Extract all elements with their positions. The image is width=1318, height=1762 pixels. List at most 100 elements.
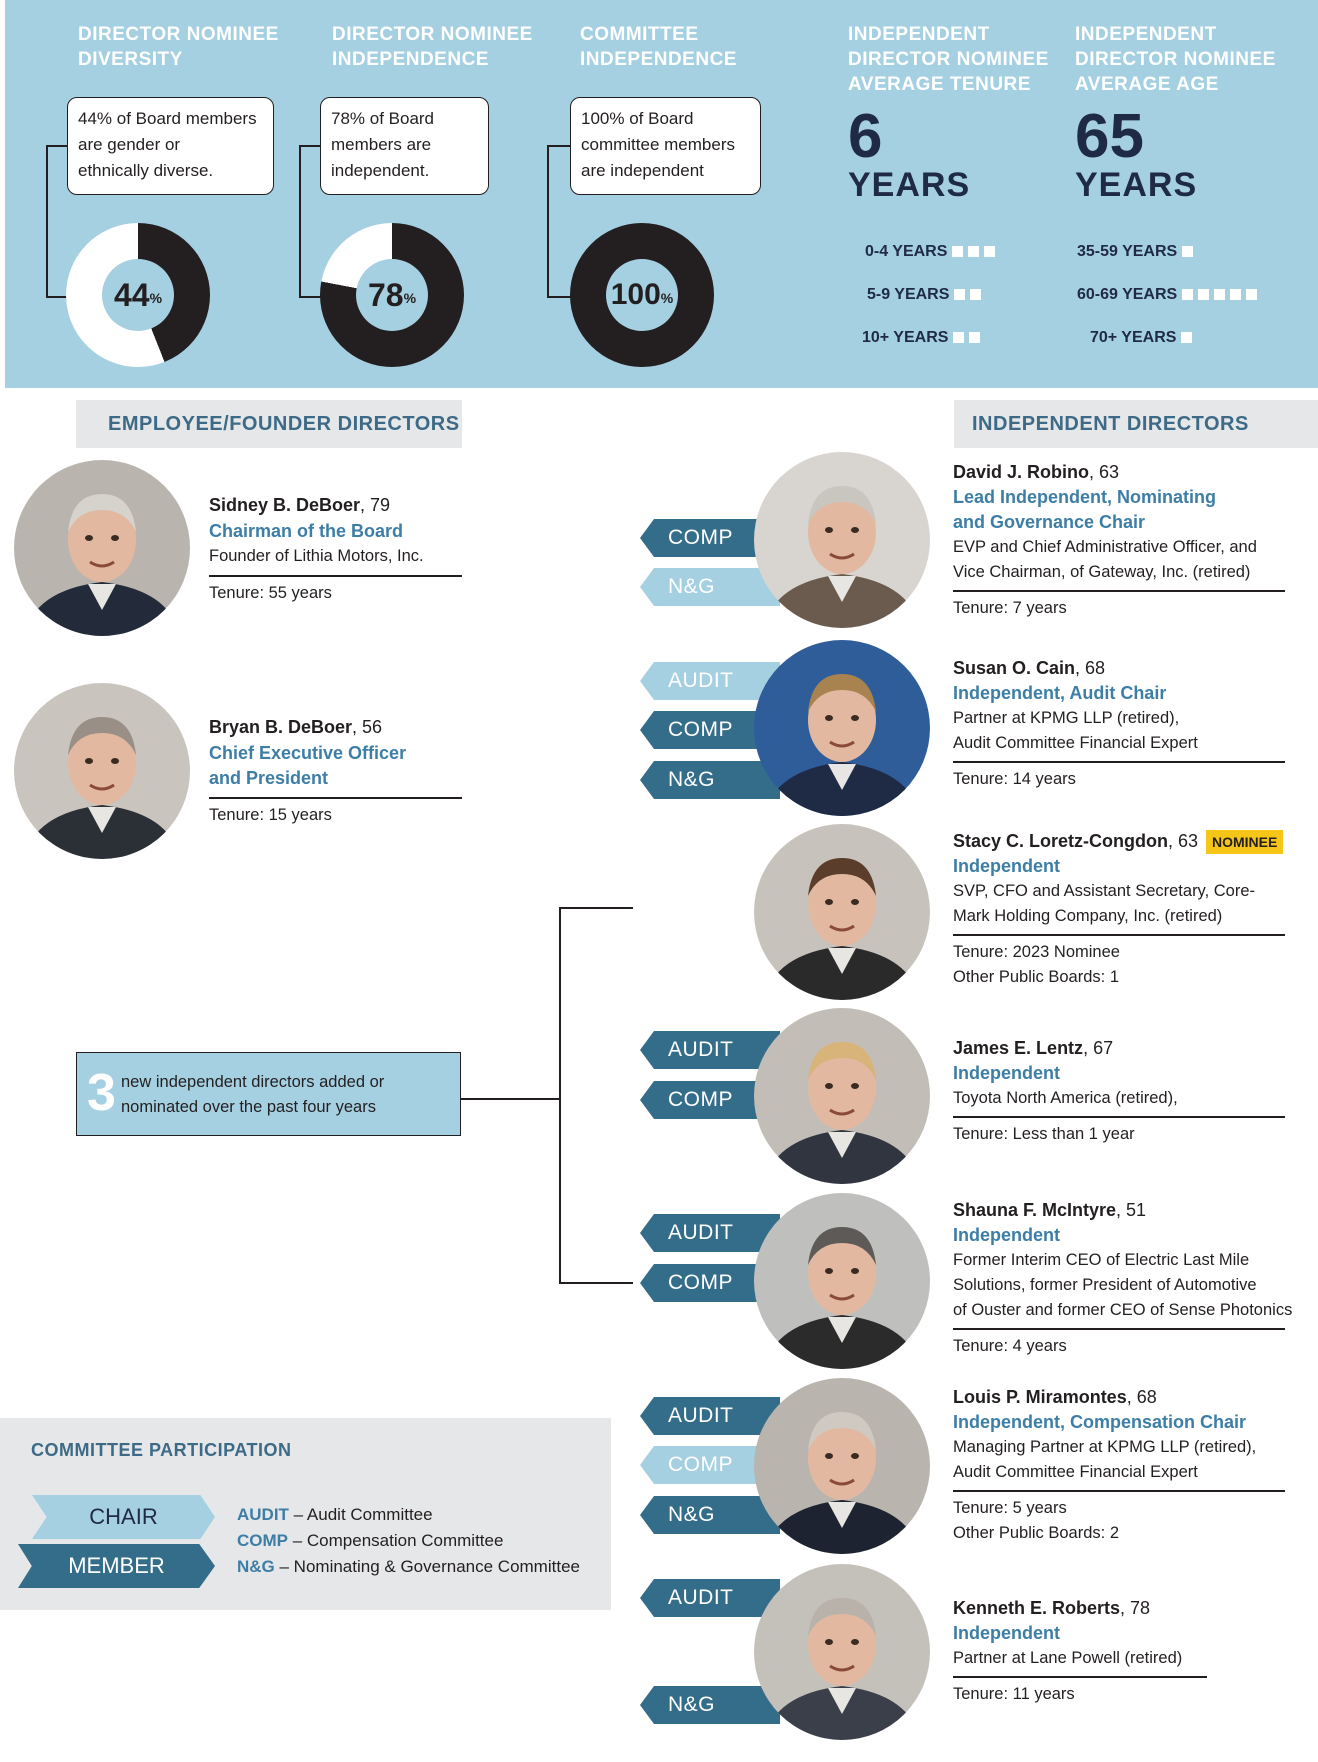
director-description: Partner at Lane Powell (retired)	[953, 1649, 1183, 1667]
committee-independence-heading: COMMITTEE INDEPENDENCE	[580, 24, 737, 70]
portrait-photo	[14, 683, 190, 859]
director-tenure: Tenure: Less than 1 year	[953, 1125, 1135, 1143]
tier-row: 35-59 YEARS	[1077, 243, 1194, 261]
director-role: Independent	[953, 856, 1060, 876]
tier-row: 5-9 YEARS	[867, 286, 982, 304]
divider	[953, 590, 1285, 592]
director-role: Independent, Compensation Chair	[953, 1412, 1247, 1432]
director-tenure: Tenure: 11 years	[953, 1685, 1075, 1703]
committee-legend: COMMITTEE PARTICIPATION CHAIR MEMBER AUD…	[0, 1418, 611, 1610]
committee-tag-chair: N&G	[640, 568, 780, 606]
director-tenure: Tenure: 7 years	[953, 599, 1067, 617]
employee-directors-heading: EMPLOYEE/FOUNDER DIRECTORS	[76, 400, 462, 448]
tier-square	[1230, 289, 1242, 301]
tenure-number: 6	[848, 102, 883, 171]
portrait-photo	[754, 640, 930, 816]
independence-callout: 78% of Board members are independent.	[320, 97, 489, 195]
tier-label: 10+ YEARS	[862, 329, 949, 346]
portrait-photo	[754, 452, 930, 628]
legend-title: COMMITTEE PARTICIPATION	[31, 1440, 292, 1460]
director-role: Independent	[953, 1225, 1060, 1245]
director-description: SVP, CFO and Assistant Secretary, Core- M…	[953, 882, 1256, 925]
portrait-photo	[754, 1008, 930, 1184]
tenure-unit: YEARS	[848, 166, 971, 204]
tier-square	[1181, 332, 1193, 344]
independence-heading: DIRECTOR NOMINEE INDEPENDENCE	[332, 24, 533, 70]
director-tenure: Tenure: 5 years Other Public Boards: 2	[953, 1499, 1119, 1542]
tenure-heading: INDEPENDENT DIRECTOR NOMINEE AVERAGE TENUR…	[848, 24, 1049, 95]
tier-row: 10+ YEARS	[862, 329, 981, 347]
tier-label: 5-9 YEARS	[867, 286, 950, 303]
portrait-photo	[754, 824, 930, 1000]
legend-chair-swatch: CHAIR	[32, 1495, 215, 1539]
director-tenure: Tenure: 2023 Nominee Other Public Boards:…	[953, 943, 1120, 986]
nominee-badge: NOMINEE	[1206, 830, 1284, 854]
legend-items: AUDIT – Audit Committee COMP – Compensati…	[237, 1502, 580, 1580]
tier-label: 0-4 YEARS	[865, 243, 948, 260]
divider	[953, 1328, 1285, 1330]
director-name: Bryan B. DeBoer, 56	[209, 717, 383, 737]
age-number: 65	[1075, 102, 1144, 171]
committee-donut: 100%	[570, 223, 714, 367]
tier-square	[1246, 289, 1258, 301]
director-role: Chairman of the Board	[209, 521, 404, 541]
director-name: David J. Robino, 63	[953, 462, 1120, 482]
tier-label: 70+ YEARS	[1090, 329, 1177, 346]
director-role: Independent	[953, 1623, 1060, 1643]
portrait-photo	[754, 1564, 930, 1740]
tier-square	[1182, 246, 1194, 258]
divider	[953, 934, 1285, 936]
tier-square	[952, 246, 964, 258]
director-name: Louis P. Miramontes, 68	[953, 1387, 1157, 1407]
director-role: Lead Independent, Nominating and Governan…	[953, 487, 1217, 532]
director-description: Partner at KPMG LLP (retired), Audit Comm…	[953, 709, 1198, 752]
age-unit: YEARS	[1075, 166, 1198, 204]
director-name: James E. Lentz, 67	[953, 1038, 1114, 1058]
tier-square	[953, 332, 965, 344]
tier-square	[969, 332, 981, 344]
divider	[953, 1116, 1285, 1118]
committee-tag-member: N&G	[640, 761, 780, 799]
tier-label: 60-69 YEARS	[1077, 286, 1178, 303]
tier-label: 35-59 YEARS	[1077, 243, 1178, 260]
diversity-callout: 44% of Board members are gender or ethnica…	[67, 97, 274, 195]
divider	[953, 1490, 1285, 1492]
director-name: Shauna F. McIntyre, 51	[953, 1200, 1147, 1220]
divider	[953, 1676, 1207, 1678]
portrait-photo	[754, 1378, 930, 1554]
legend-member-swatch: MEMBER	[18, 1544, 215, 1588]
committee-callout: 100% of Board committee members are indepe…	[570, 97, 761, 195]
independence-donut: 78%	[320, 223, 464, 367]
tier-square	[1182, 289, 1194, 301]
committee-tag-member: N&G	[640, 1686, 780, 1724]
director-description: EVP and Chief Administrative Officer, an…	[953, 538, 1257, 581]
committee-tag-member: N&G	[640, 1496, 780, 1534]
director-tenure: Tenure: 14 years	[953, 770, 1076, 788]
tier-square	[984, 246, 996, 258]
director-description: Former Interim CEO of Electric Last Mile…	[953, 1251, 1293, 1319]
new-directors-text: new independent directors added or nomina…	[121, 1073, 385, 1116]
tier-square	[954, 289, 966, 301]
director-name: Susan O. Cain, 68	[953, 658, 1106, 678]
legend-item: COMP – Compensation Committee	[237, 1531, 504, 1550]
director-description: Managing Partner at KPMG LLP (retired), A…	[953, 1438, 1257, 1481]
committee-tag-member: AUDIT	[640, 1214, 780, 1252]
committee-tag-member: AUDIT	[640, 1397, 780, 1435]
director-role: Independent, Audit Chair	[953, 683, 1167, 703]
director-role: Chief Executive Officer and President	[209, 743, 407, 788]
director-role: Independent	[953, 1063, 1060, 1083]
divider	[953, 761, 1285, 763]
divider	[209, 575, 462, 577]
independent-directors-heading: INDEPENDENT DIRECTORS	[954, 400, 1318, 448]
director-name: Sidney B. DeBoer, 79	[209, 495, 391, 515]
divider	[209, 797, 462, 799]
director-name: Kenneth E. Roberts, 78	[953, 1598, 1151, 1618]
director-description: Toyota North America (retired),	[953, 1089, 1178, 1107]
legend-item: N&G – Nominating & Governance Committee	[237, 1557, 580, 1576]
committee-tag-chair: AUDIT	[640, 662, 780, 700]
diversity-donut: 44%	[66, 223, 210, 367]
committee-tag-member: AUDIT	[640, 1031, 780, 1069]
committee-tag-member: AUDIT	[640, 1579, 780, 1617]
diversity-heading: DIRECTOR NOMINEE DIVERSITY	[78, 24, 279, 70]
age-heading: INDEPENDENT DIRECTOR NOMINEE AVERAGE AGE	[1075, 24, 1276, 95]
